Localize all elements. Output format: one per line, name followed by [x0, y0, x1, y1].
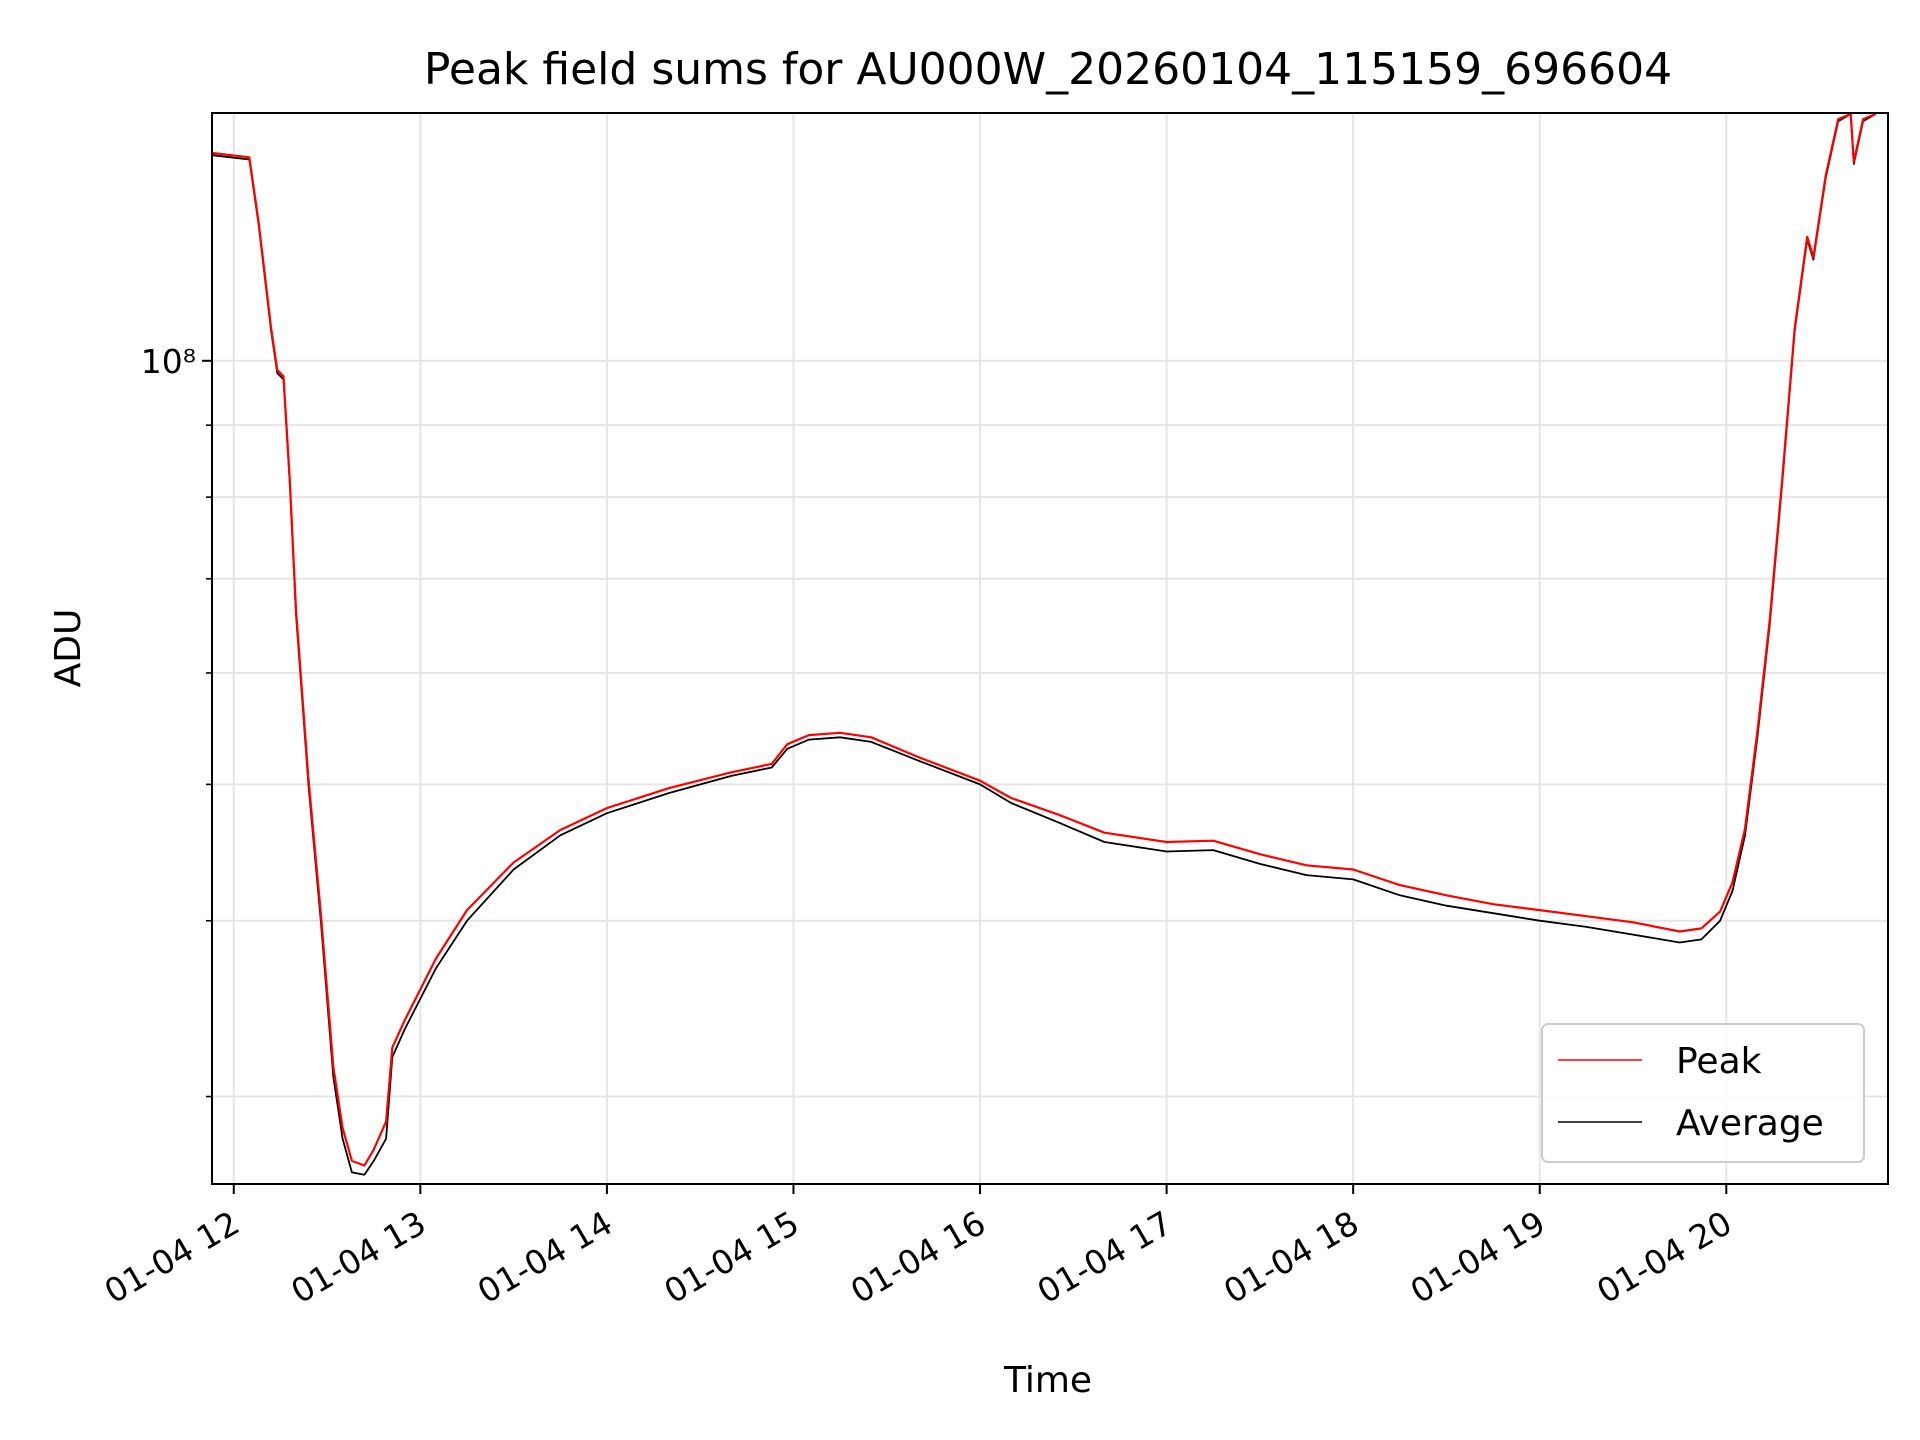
legend-label-peak: Peak — [1676, 1041, 1762, 1082]
y-tick-label: 10⁸ — [141, 342, 196, 381]
x-tick-label: 01-04 12 — [98, 1203, 246, 1311]
series-layer — [211, 112, 1877, 1176]
x-axis-label: Time — [1003, 1360, 1092, 1401]
legend-box — [1541, 1023, 1865, 1163]
x-tick-label: 01-04 14 — [471, 1203, 619, 1311]
x-tick-label: 01-04 20 — [1590, 1203, 1738, 1311]
chart-title: Peak field sums for AU000W_20260104_1151… — [424, 44, 1672, 95]
series-line-peak — [211, 112, 1877, 1167]
x-tick-label: 01-04 16 — [844, 1203, 992, 1311]
plot-frame — [211, 112, 1889, 1185]
legend-label-average: Average — [1676, 1103, 1824, 1144]
y-axis: 10⁸ — [141, 342, 212, 1098]
grid — [212, 113, 1888, 1184]
x-tick-label: 01-04 17 — [1031, 1203, 1179, 1311]
y-axis-label: ADU — [48, 609, 89, 688]
x-tick-label: 01-04 15 — [657, 1203, 805, 1311]
x-tick-label: 01-04 18 — [1217, 1203, 1365, 1311]
x-axis: 01-04 12 01-04 13 01-04 14 01-04 15 01-04 16… — [98, 1184, 1738, 1311]
series-line-average — [211, 113, 1877, 1176]
legend: Peak Average — [1541, 1023, 1865, 1163]
x-tick-label: 01-04 13 — [284, 1203, 432, 1311]
x-tick-label: 01-04 19 — [1404, 1203, 1552, 1311]
